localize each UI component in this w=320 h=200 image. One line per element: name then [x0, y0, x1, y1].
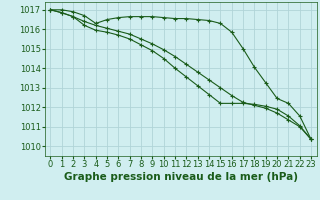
X-axis label: Graphe pression niveau de la mer (hPa): Graphe pression niveau de la mer (hPa) — [64, 172, 298, 182]
